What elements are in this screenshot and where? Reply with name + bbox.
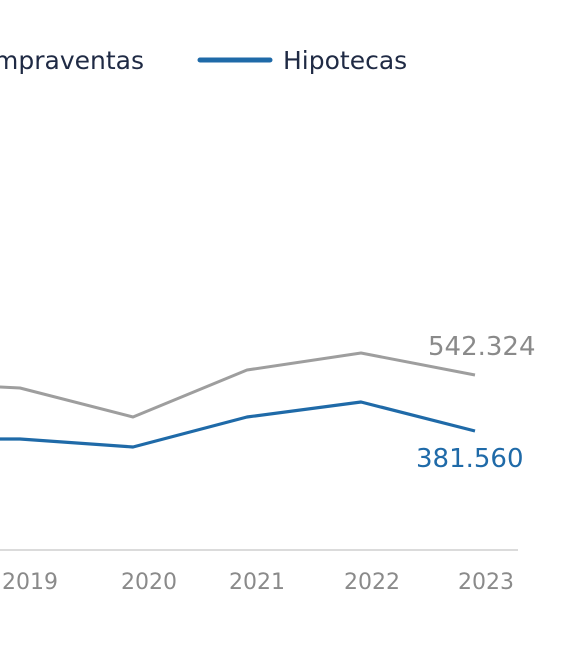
series-line-compraventas — [0, 351, 476, 419]
x-tick-label-2019: 2019 — [2, 570, 58, 595]
data-label-compraventas: 542.324 — [428, 332, 536, 362]
legend: mpraventas Hipotecas — [0, 46, 407, 75]
plot-area — [0, 351, 476, 449]
series-line-hipotecas — [0, 400, 476, 449]
x-axis-ticks: 2019 2020 2021 2022 2023 — [2, 570, 514, 595]
data-label-hipotecas: 381.560 — [416, 444, 524, 474]
x-tick-label-2023: 2023 — [458, 570, 514, 595]
legend-label-hipotecas: Hipotecas — [283, 46, 407, 75]
x-tick-label-2020: 2020 — [121, 570, 177, 595]
x-tick-label-2022: 2022 — [344, 570, 400, 595]
legend-label-compraventas: mpraventas — [0, 46, 144, 75]
x-tick-label-2021: 2021 — [229, 570, 285, 595]
